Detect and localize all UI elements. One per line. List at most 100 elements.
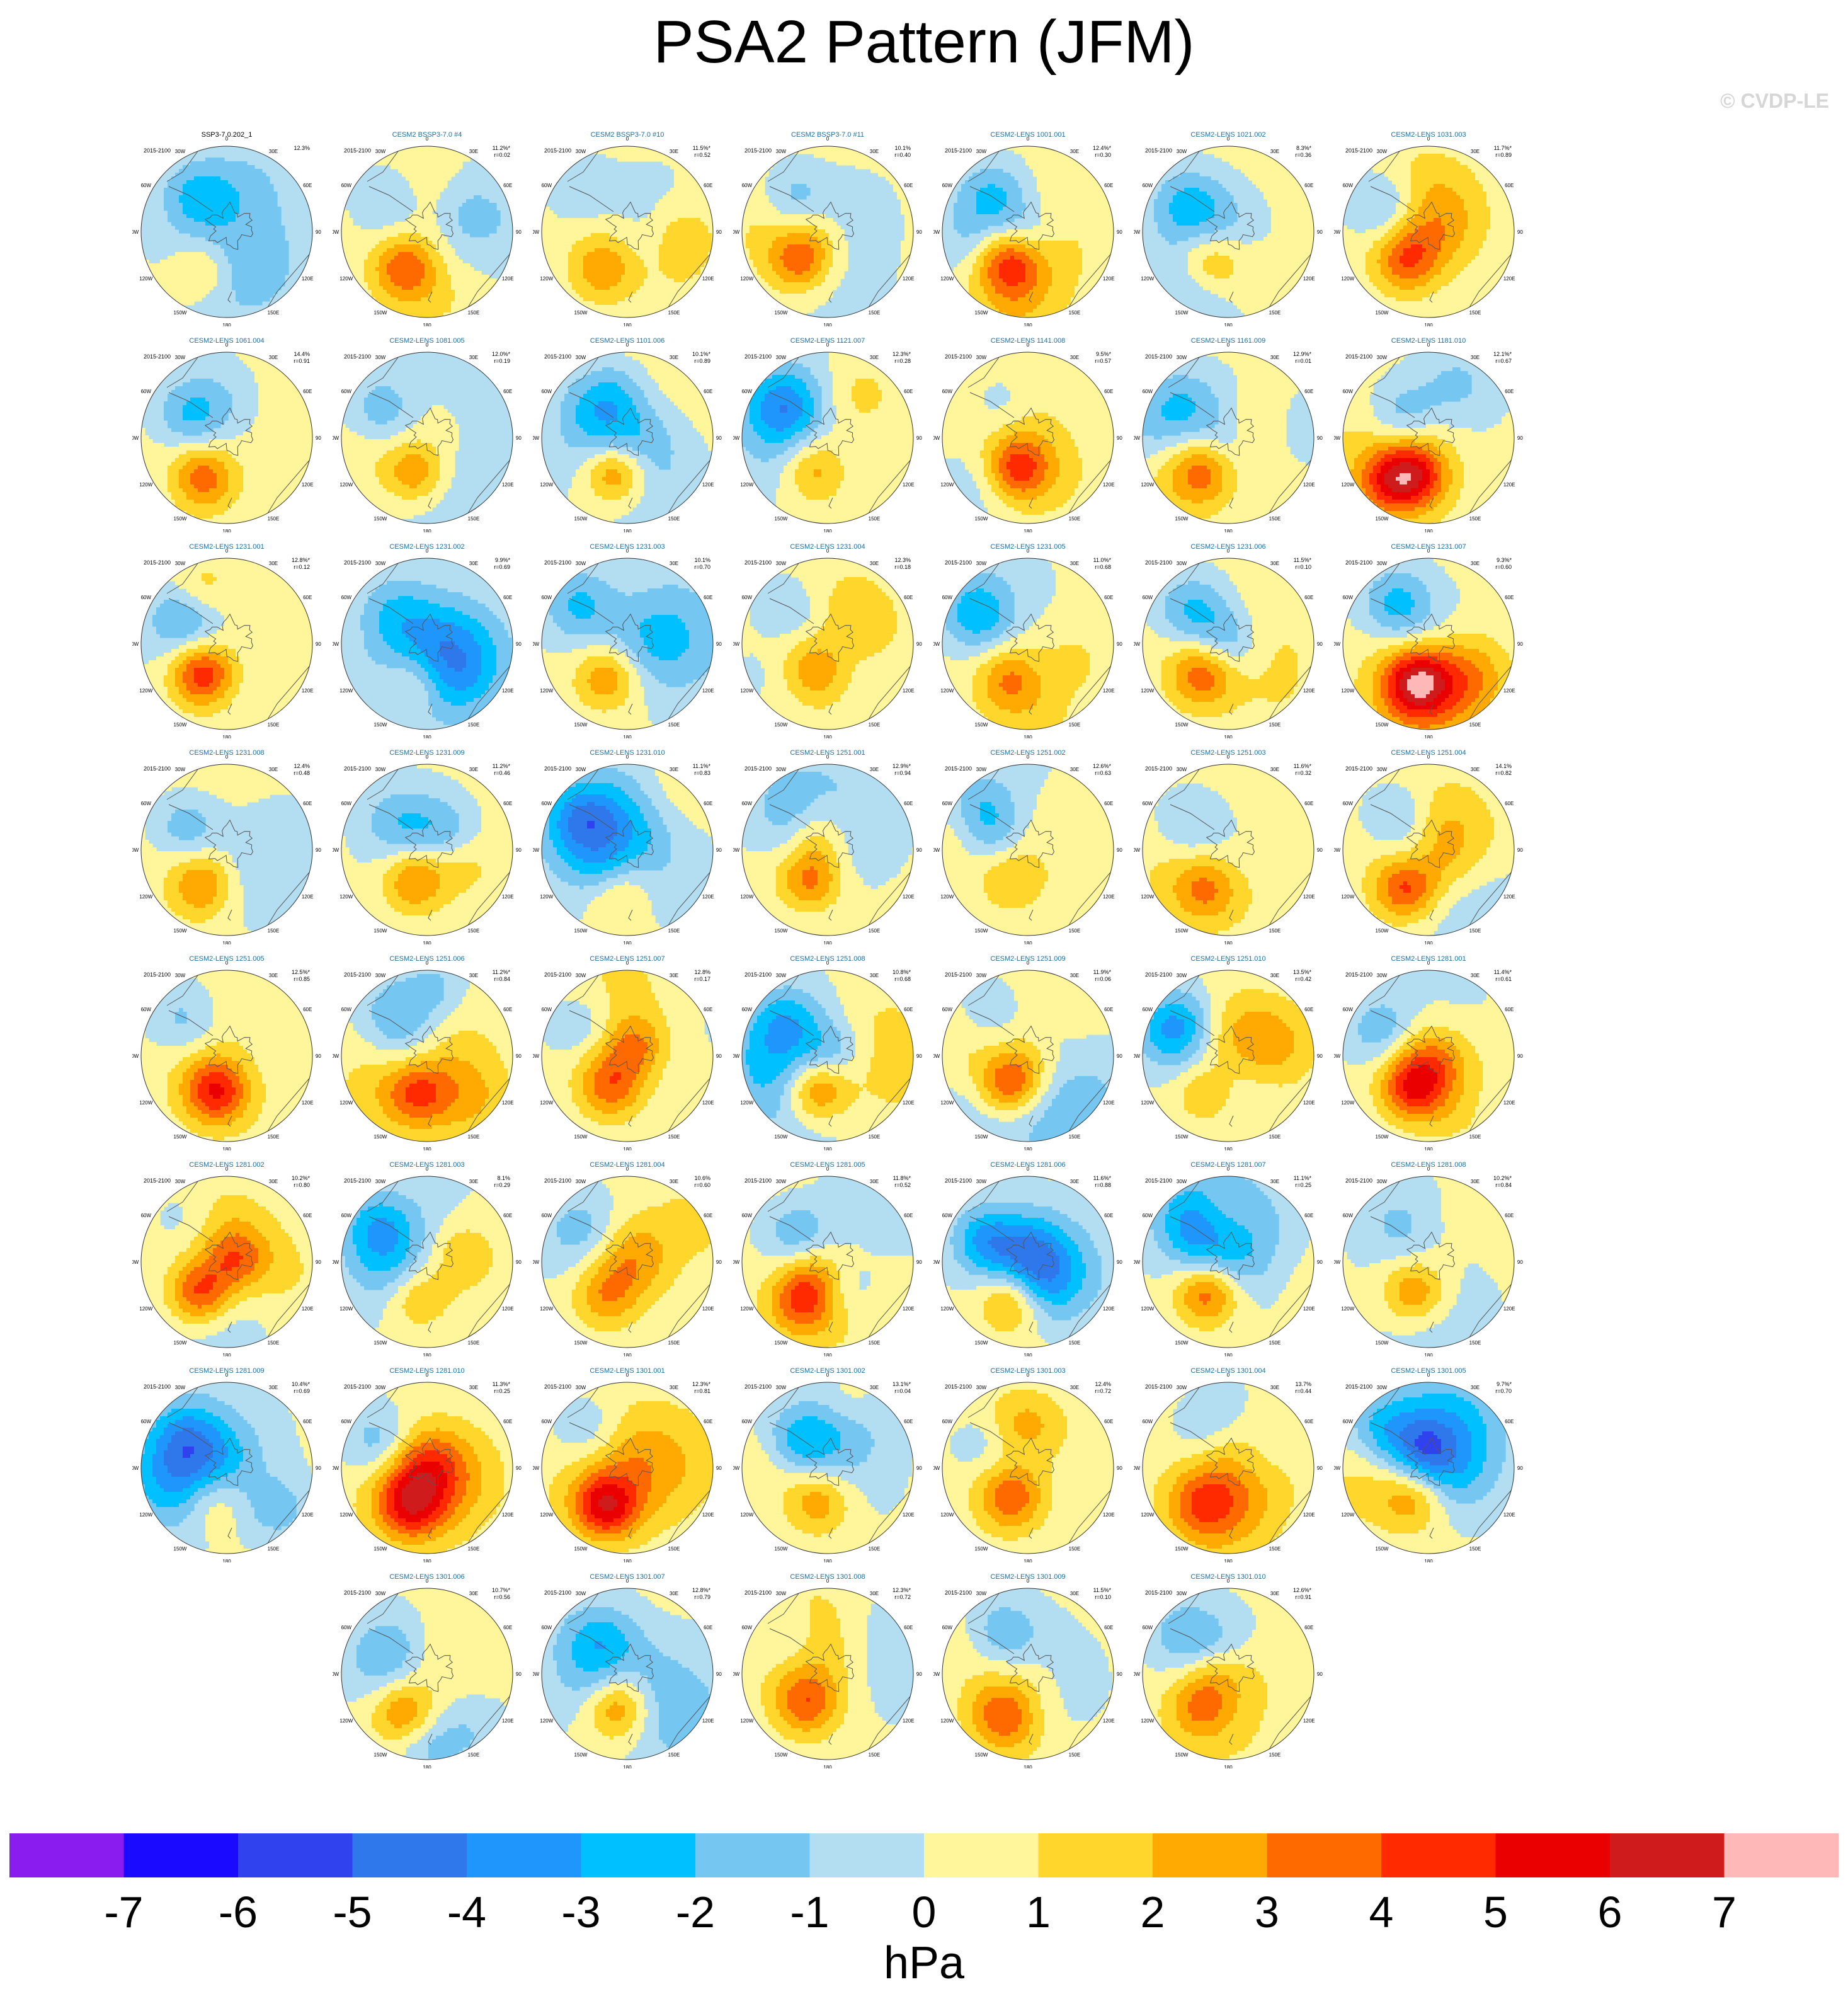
field-cell (254, 252, 259, 256)
field-cell (984, 176, 988, 181)
field-cell (239, 176, 244, 181)
field-cell (644, 244, 648, 249)
field-cell (670, 248, 675, 253)
field-cell (651, 301, 656, 306)
field-cell (576, 252, 580, 256)
field-cell (440, 188, 444, 192)
field-cell (266, 278, 270, 283)
field-cell (251, 241, 255, 245)
field-cell (602, 271, 607, 275)
field-cell (697, 260, 701, 264)
field-cell (742, 203, 746, 207)
field-cell (697, 237, 701, 241)
field-cell (802, 301, 807, 306)
field-cell (254, 184, 259, 188)
field-cell (591, 267, 595, 272)
field-cell (1010, 180, 1015, 185)
field-cell (251, 188, 255, 192)
field-cell (810, 309, 814, 313)
field-cell (190, 301, 195, 306)
field-cell (425, 154, 429, 158)
field-cell (1048, 203, 1052, 207)
field-cell (194, 252, 198, 256)
field-cell (194, 275, 198, 279)
field-cell (425, 165, 429, 169)
field-cell (353, 226, 357, 230)
field-cell (712, 252, 716, 256)
field-cell (621, 309, 625, 313)
field-cell (802, 214, 807, 219)
field-cell (904, 210, 909, 215)
field-cell (795, 146, 799, 151)
field-cell (954, 210, 958, 215)
field-cell (685, 256, 690, 260)
field-cell (693, 252, 697, 256)
field-cell (640, 260, 644, 264)
field-cell (712, 248, 716, 253)
field-cell (644, 154, 648, 158)
field-cell (682, 207, 686, 211)
field-cell (202, 229, 206, 234)
field-cell (674, 271, 678, 275)
field-cell (247, 271, 251, 275)
field-cell (579, 278, 584, 283)
field-cell (474, 305, 478, 309)
field-cell (995, 222, 1000, 226)
field-cell (198, 290, 202, 294)
field-cell (493, 229, 497, 234)
field-cell (341, 214, 346, 219)
field-cell (561, 222, 565, 226)
field-cell (629, 241, 633, 245)
field-cell (421, 260, 425, 264)
field-cell (364, 244, 368, 249)
field-cell (398, 165, 402, 169)
field-cell (402, 237, 406, 241)
field-cell (700, 248, 705, 253)
field-cell (421, 218, 425, 222)
field-cell (969, 222, 973, 226)
field-cell (243, 267, 248, 272)
field-cell (678, 222, 682, 226)
field-cell (655, 158, 659, 162)
field-cell (236, 180, 240, 185)
field-cell (772, 290, 777, 294)
field-cell (954, 218, 958, 222)
field-cell (595, 256, 599, 260)
field-cell (440, 176, 444, 181)
field-cell (598, 233, 603, 238)
field-cell (655, 256, 659, 260)
field-cell (995, 188, 1000, 192)
field-cell (583, 241, 588, 245)
field-cell (659, 237, 663, 241)
field-cell (787, 222, 792, 226)
field-cell (171, 214, 176, 219)
field-cell (270, 203, 274, 207)
field-cell (655, 267, 659, 272)
field-cell (470, 286, 474, 290)
field-cell (1014, 207, 1018, 211)
field-cell (425, 184, 429, 188)
field-cell (398, 301, 402, 306)
field-cell (972, 192, 977, 196)
field-cell (591, 241, 595, 245)
field-cell (258, 222, 263, 226)
field-cell (485, 282, 489, 287)
field-cell (228, 210, 232, 215)
field-cell (364, 229, 368, 234)
field-cell (700, 199, 705, 203)
field-cell (991, 188, 996, 192)
field-cell (406, 226, 410, 230)
field-cell (969, 192, 973, 196)
field-cell (273, 282, 278, 287)
field-cell (682, 203, 686, 207)
field-cell (417, 267, 421, 272)
field-cell (183, 294, 187, 298)
field-cell (670, 214, 675, 219)
field-cell (254, 241, 259, 245)
field-cell (625, 252, 629, 256)
field-cell (190, 203, 195, 207)
field-cell (179, 282, 183, 287)
field-cell (262, 237, 266, 241)
field-cell (972, 210, 977, 215)
field-cell (406, 154, 410, 158)
